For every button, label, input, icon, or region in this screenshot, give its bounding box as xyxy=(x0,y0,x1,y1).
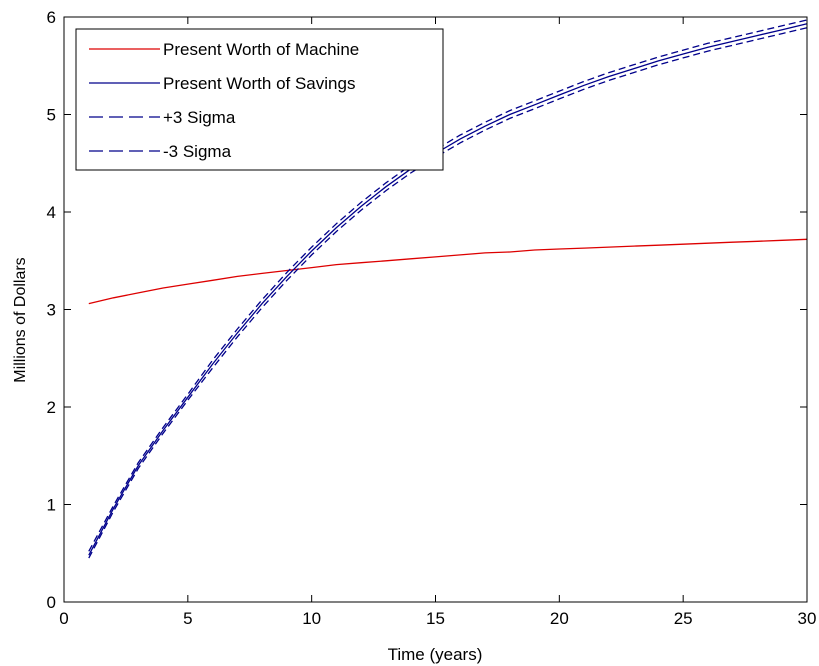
x-axis-label: Time (years) xyxy=(388,645,483,664)
series-layer xyxy=(88,19,808,559)
y-tick-label: 5 xyxy=(47,106,56,125)
x-tick-label: 20 xyxy=(550,609,569,628)
axes-layer: 0 5 10 15 20 25 30 0 1 2 3 4 5 6 xyxy=(47,8,817,628)
y-tick-label: 0 xyxy=(47,593,56,612)
y-tick-label: 6 xyxy=(47,8,56,27)
x-tick-label: 0 xyxy=(59,609,68,628)
x-tick-label: 5 xyxy=(183,609,192,628)
y-tick-label: 4 xyxy=(47,203,56,222)
x-tick-label: 25 xyxy=(674,609,693,628)
legend: Present Worth of Machine Present Worth of… xyxy=(75,28,444,171)
legend-label-3: -3 Sigma xyxy=(163,142,232,161)
series-line-0 xyxy=(88,238,808,305)
y-axis-label: Millions of Dollars xyxy=(12,257,29,382)
x-tick-label: 10 xyxy=(302,609,321,628)
legend-label-2: +3 Sigma xyxy=(163,108,236,127)
x-tick-label: 30 xyxy=(798,609,817,628)
legend-label-0: Present Worth of Machine xyxy=(163,40,359,59)
series-line-3 xyxy=(88,27,808,559)
legend-label-1: Present Worth of Savings xyxy=(163,74,355,93)
x-tick-label: 15 xyxy=(426,609,445,628)
y-tick-label: 1 xyxy=(47,496,56,515)
legend-box xyxy=(75,28,444,171)
y-tick-label: 2 xyxy=(47,398,56,417)
series-line-2 xyxy=(88,19,808,552)
series-line-1 xyxy=(88,23,808,556)
y-tick-label: 3 xyxy=(47,301,56,320)
